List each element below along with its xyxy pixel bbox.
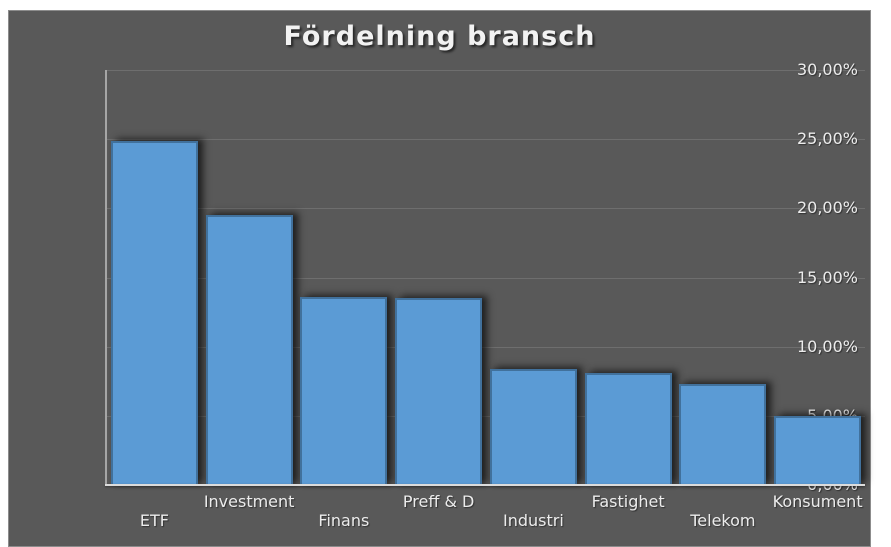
gridline-15 (107, 277, 865, 279)
y-axis-tick-label: 25,00% (796, 129, 858, 149)
bar-finans (300, 296, 388, 485)
x-axis-label-industri: Industri (502, 511, 564, 530)
bar-etf (110, 140, 198, 485)
gridline-10 (107, 346, 865, 348)
bar-telekom (679, 384, 767, 485)
x-axis-label-preff-d: Preff & D (402, 492, 475, 511)
gridline-25 (107, 139, 865, 141)
x-axis-label-telekom: Telekom (690, 511, 756, 530)
x-axis-label-fastighet: Fastighet (591, 492, 665, 511)
gridline-30 (107, 70, 865, 71)
gridline-5 (107, 415, 865, 417)
bar-fastighet (584, 372, 672, 485)
y-axis-tick-label: 15,00% (796, 267, 858, 287)
plot-area: ETF Investment Finans Preff & D Industri Fast… (105, 70, 865, 530)
chart-title: Fördelning bransch (283, 21, 596, 52)
x-axis-label-etf: ETF (139, 511, 169, 530)
x-axis-label-konsument: Konsument (772, 492, 863, 511)
bar-industri (489, 368, 577, 485)
y-axis-line (105, 70, 107, 485)
bar-preff-d (395, 298, 483, 485)
y-axis-tick-label: 20,00% (796, 198, 858, 218)
bar-konsument (774, 415, 862, 485)
x-axis-label-finans: Finans (318, 511, 370, 530)
bar-investment (205, 215, 293, 485)
y-axis-tick-label: 10,00% (796, 336, 858, 356)
x-axis-label-investment: Investment (203, 492, 295, 511)
gridline-20 (107, 208, 865, 210)
x-axis-line (105, 484, 865, 486)
y-axis-tick-label: 30,00% (796, 60, 858, 79)
chart-panel: Fördelning bransch ETF Investment Finans Pr… (8, 10, 871, 547)
